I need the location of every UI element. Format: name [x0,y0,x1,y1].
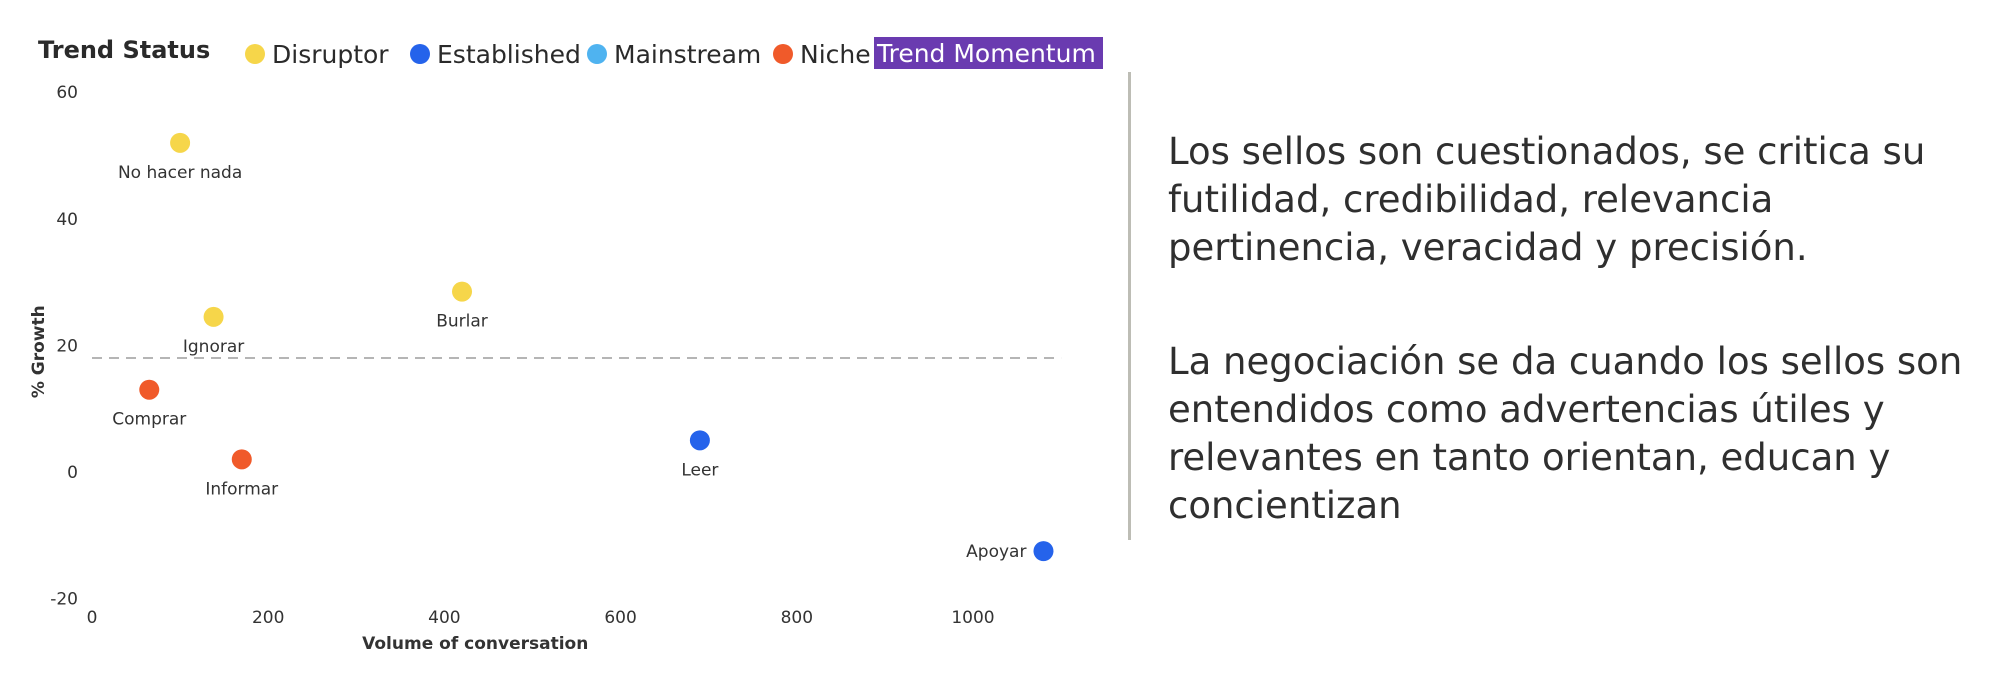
legend-marker-mainstream [587,44,607,64]
paragraph-critique: Los sellos son cuestionados, se critica … [1168,130,1926,269]
x-tick-label: 400 [428,608,460,628]
x-axis-title: Volume of conversation [362,634,588,654]
legend-label-niche: Niche [800,40,871,69]
legend-highlight-box [874,37,1103,69]
legend-marker-disruptor [245,44,265,64]
text-panel: Los sellos son cuestionados, se critica … [1168,128,1968,596]
point-informar [231,449,252,470]
point-burlar [452,281,473,302]
points-group: No hacer nada Ignorar Burlar Comprar Informa… [112,132,1054,562]
point-no-hacer-nada [170,132,191,153]
x-tick-label: 200 [252,608,284,628]
y-tick-label: -20 [50,590,78,610]
legend-highlight-label: Trend Momentum [876,39,1096,68]
y-tick-label: 60 [56,83,78,103]
point-comprar [139,379,160,400]
y-tick-label: 20 [56,336,78,356]
legend-marker-established [410,44,430,64]
y-axis-title: % Growth [29,305,49,398]
legend-label-established: Established [437,40,581,69]
point-label-informar: Informar [205,479,278,499]
x-tick-label: 0 [87,608,98,628]
point-label-leer: Leer [681,460,718,480]
point-label-comprar: Comprar [112,410,186,430]
paragraph-negotiation: La negociación se da cuando los sellos s… [1168,340,1963,527]
point-leer [689,430,710,451]
point-label-no-hacer-nada: No hacer nada [118,163,242,183]
point-apoyar [1033,541,1054,562]
x-tick-label: 600 [604,608,636,628]
point-label-burlar: Burlar [436,312,488,332]
legend-label-disruptor: Disruptor [272,40,389,69]
point-label-ignorar: Ignorar [183,337,244,357]
y-tick-label: 40 [56,210,78,230]
legend-marker-niche [773,44,793,64]
scatter-chart: Trend Status Disruptor Established Mainstr… [29,36,1103,654]
x-tick-label: 800 [781,608,813,628]
legend-title: Trend Status [38,36,210,64]
y-tick-label: 0 [67,463,78,483]
point-ignorar [203,306,224,327]
legend-label-mainstream: Mainstream [614,40,761,69]
vertical-divider [1128,72,1131,540]
legend: Trend Status Disruptor Established Mainstr… [38,36,1103,69]
point-label-apoyar: Apoyar [966,542,1026,562]
x-tick-label: 1000 [951,608,994,628]
